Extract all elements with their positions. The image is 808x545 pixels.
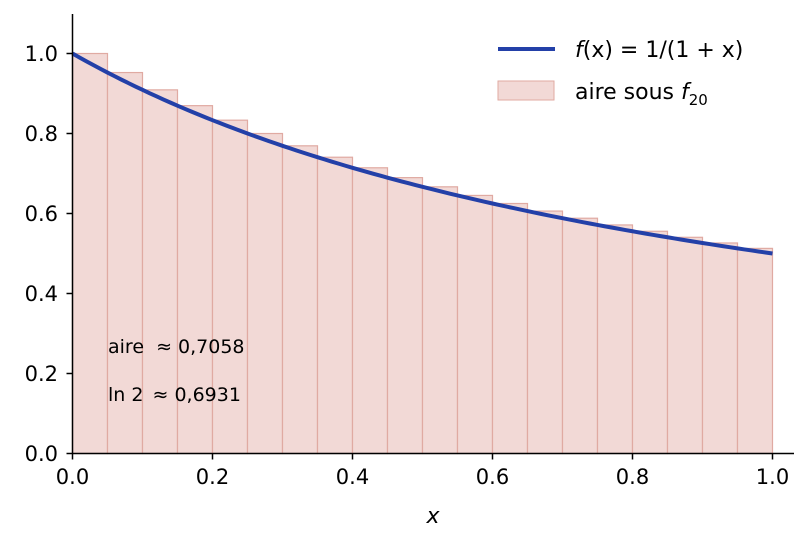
annotation-aire: aire ≈ 0,7058 xyxy=(108,336,245,358)
y-tick-label-3: 0.6 xyxy=(25,202,58,226)
annotation-ln2-value: ≈ 0,6931 xyxy=(153,384,241,406)
legend-label-area: aire sous f20 xyxy=(575,80,708,109)
x-tick-label-5: 1.0 xyxy=(756,465,789,489)
y-tick-label-0: 0.0 xyxy=(25,442,58,466)
y-tick-label-5: 1.0 xyxy=(25,42,58,66)
y-tick-label-2: 0.4 xyxy=(25,282,58,306)
curve-group xyxy=(71,51,773,256)
bar-17 xyxy=(666,236,704,455)
y-ticks: 0.0 0.2 0.4 0.6 0.8 1.0 xyxy=(25,42,73,466)
annotation-ln2-label: ln 2 xyxy=(108,384,143,406)
annotation-aire-label: aire xyxy=(108,336,144,358)
bar-16 xyxy=(631,230,669,455)
bar-8 xyxy=(351,167,389,455)
legend-patch-swatch xyxy=(497,80,555,101)
x-tick-label-4: 0.8 xyxy=(616,465,649,489)
legend-label-curve: f(x) = 1/(1 + x) xyxy=(575,38,743,63)
bars-group xyxy=(71,52,774,455)
bar-6 xyxy=(281,145,319,455)
axes-group xyxy=(71,14,794,455)
bar-9 xyxy=(386,177,424,455)
bar-1 xyxy=(106,71,144,455)
bar-11 xyxy=(456,194,494,455)
x-axis-label: x xyxy=(425,504,440,529)
y-tick-label-4: 0.8 xyxy=(25,122,58,146)
bar-14 xyxy=(561,217,599,455)
curve-line xyxy=(71,51,773,256)
bar-0 xyxy=(71,52,109,455)
annotation-ln2: ln 2 ≈ 0,6931 xyxy=(108,384,241,406)
bar-2 xyxy=(141,89,179,455)
y-tick-label-1: 0.2 xyxy=(25,362,58,386)
x-tick-label-3: 0.6 xyxy=(476,465,509,489)
bar-12 xyxy=(491,202,529,455)
bar-5 xyxy=(246,132,284,455)
svg-text:aire ≈ 0,7058: aire ≈ 0,7058 xyxy=(108,336,245,358)
x-tick-label-1: 0.2 xyxy=(196,465,229,489)
bar-18 xyxy=(701,242,739,455)
bar-7 xyxy=(316,156,354,455)
bar-19 xyxy=(736,247,774,455)
legend: f(x) = 1/(1 + x) aire sous f20 xyxy=(497,38,743,109)
annotation-aire-value: ≈ 0,7058 xyxy=(156,336,244,358)
bar-13 xyxy=(526,210,564,455)
bar-10 xyxy=(421,186,459,455)
svg-text:ln 2 ≈ 0,6931: ln 2 ≈ 0,6931 xyxy=(108,384,241,406)
x-ticks: 0.0 0.2 0.4 0.6 0.8 1.0 xyxy=(56,453,789,489)
x-tick-label-0: 0.0 xyxy=(56,465,89,489)
x-tick-label-2: 0.4 xyxy=(336,465,369,489)
bar-15 xyxy=(596,224,634,455)
